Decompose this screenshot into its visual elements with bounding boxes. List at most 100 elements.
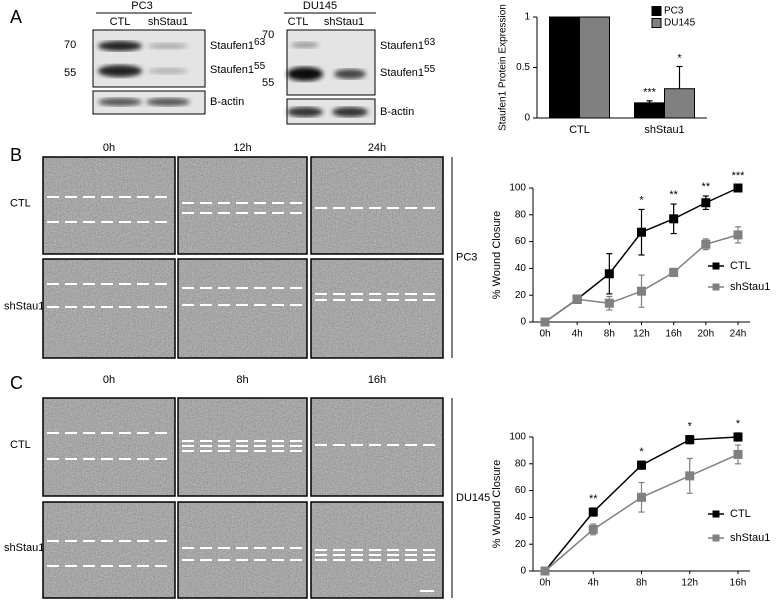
legend-label: DU145: [664, 18, 696, 29]
y-tick-label: 1: [524, 12, 530, 23]
point: [604, 269, 614, 279]
significance: *: [677, 52, 682, 64]
legend-swatch: [651, 18, 662, 28]
y-axis-label: % Wound Closure: [491, 211, 503, 299]
time-label: 0h: [103, 374, 115, 386]
micrograph-texture: [311, 157, 443, 254]
x-tick-label: 0h: [539, 578, 550, 589]
band-label: Staufen163: [380, 37, 436, 52]
blot-title: DU145: [303, 0, 337, 12]
marker: 70: [262, 29, 274, 41]
micrograph-texture: [311, 259, 443, 358]
point: [685, 471, 695, 481]
legend-marker: [712, 534, 720, 542]
significance: *: [639, 194, 644, 206]
micrograph-frame: [42, 397, 176, 497]
micrograph-frame: [310, 501, 444, 599]
y-tick-label: 40: [515, 263, 527, 274]
y-tick-label: 0: [524, 113, 530, 124]
band: [98, 41, 142, 51]
y-tick-label: 100: [509, 183, 526, 194]
point: [637, 227, 646, 237]
y-tick-label: 80: [515, 209, 527, 220]
point: [540, 317, 550, 327]
micrograph-frame: [310, 397, 444, 497]
point: [588, 507, 598, 517]
cell-line-label: DU145: [456, 492, 490, 504]
band: [148, 43, 188, 49]
blot-title: PC3: [131, 0, 152, 12]
micrograph-frame: [310, 156, 444, 255]
band-label: Staufen163: [210, 37, 266, 52]
micrograph-texture: [178, 502, 307, 598]
band: [98, 98, 142, 106]
condition-label: CTL: [10, 197, 31, 209]
x-tick-label: 12h: [681, 578, 698, 589]
band: [98, 65, 142, 77]
cell-line-label: PC3: [456, 251, 477, 263]
significance: ***: [732, 170, 746, 182]
time-label: 16h: [368, 374, 386, 386]
point: [733, 183, 743, 193]
bar: [579, 16, 610, 119]
point: [637, 460, 646, 470]
legend-marker: [712, 283, 720, 291]
lane-label: shStau1: [324, 16, 364, 28]
band-sup: 63: [254, 37, 266, 48]
micrograph-texture: [43, 398, 175, 496]
point: [685, 435, 695, 445]
y-axis-label: Staufen1 Protein Expression: [498, 4, 509, 131]
y-axis-label: % Wound Closure: [491, 460, 503, 548]
y-tick-label: 0: [520, 317, 526, 328]
loading-label: B-actin: [210, 96, 244, 108]
significance: *: [639, 446, 644, 458]
band-name: Staufen1: [210, 40, 254, 52]
x-tick-label: 8h: [604, 329, 615, 340]
point: [604, 298, 614, 308]
micrograph-frame: [177, 501, 308, 599]
x-tick-label: 16h: [730, 578, 747, 589]
y-tick-label: 20: [515, 539, 527, 550]
micrograph-frame: [42, 258, 176, 359]
significance: **: [589, 493, 598, 505]
band-sup: 55: [254, 61, 266, 72]
y-tick-label: 80: [515, 458, 527, 469]
significance: ***: [643, 87, 657, 99]
lane-label: shStau1: [148, 16, 188, 28]
micrograph-frame: [310, 258, 444, 359]
y-tick-label: 40: [515, 512, 527, 523]
micrograph-texture: [178, 157, 307, 254]
x-tick-label: 16h: [665, 329, 682, 340]
marker: 55: [262, 77, 274, 89]
legend-swatch: [651, 6, 662, 16]
lane-label: CTL: [288, 16, 309, 28]
x-tick-label: shStau1: [644, 124, 684, 136]
point: [540, 566, 550, 576]
band: [291, 42, 319, 48]
point: [733, 432, 743, 442]
y-tick-label: 0.5: [516, 62, 530, 73]
point: [669, 214, 679, 224]
micrograph-frame: [177, 156, 308, 255]
micrograph-frame: [177, 258, 308, 359]
legend-label: shStau1: [730, 532, 770, 544]
band: [148, 68, 188, 74]
band-name: Staufen1: [380, 40, 424, 52]
blot: PC3 CTL shStau1 70 55 Staufen163 Staufen…: [64, 0, 266, 115]
series-line: [544, 453, 739, 572]
x-tick-label: 20h: [697, 329, 714, 340]
x-tick-label: 12h: [633, 329, 650, 340]
micrograph-texture: [311, 398, 443, 496]
bar: [549, 16, 580, 119]
condition-label: CTL: [10, 439, 31, 451]
point: [701, 239, 711, 249]
micrograph-texture: [178, 259, 307, 358]
micrograph-frame: [42, 156, 176, 255]
bar: [634, 102, 665, 119]
x-tick-label: 24h: [730, 329, 747, 340]
x-tick-label: CTL: [569, 124, 590, 136]
significance: **: [669, 189, 678, 201]
micrograph-texture: [43, 259, 175, 358]
band: [334, 69, 366, 79]
